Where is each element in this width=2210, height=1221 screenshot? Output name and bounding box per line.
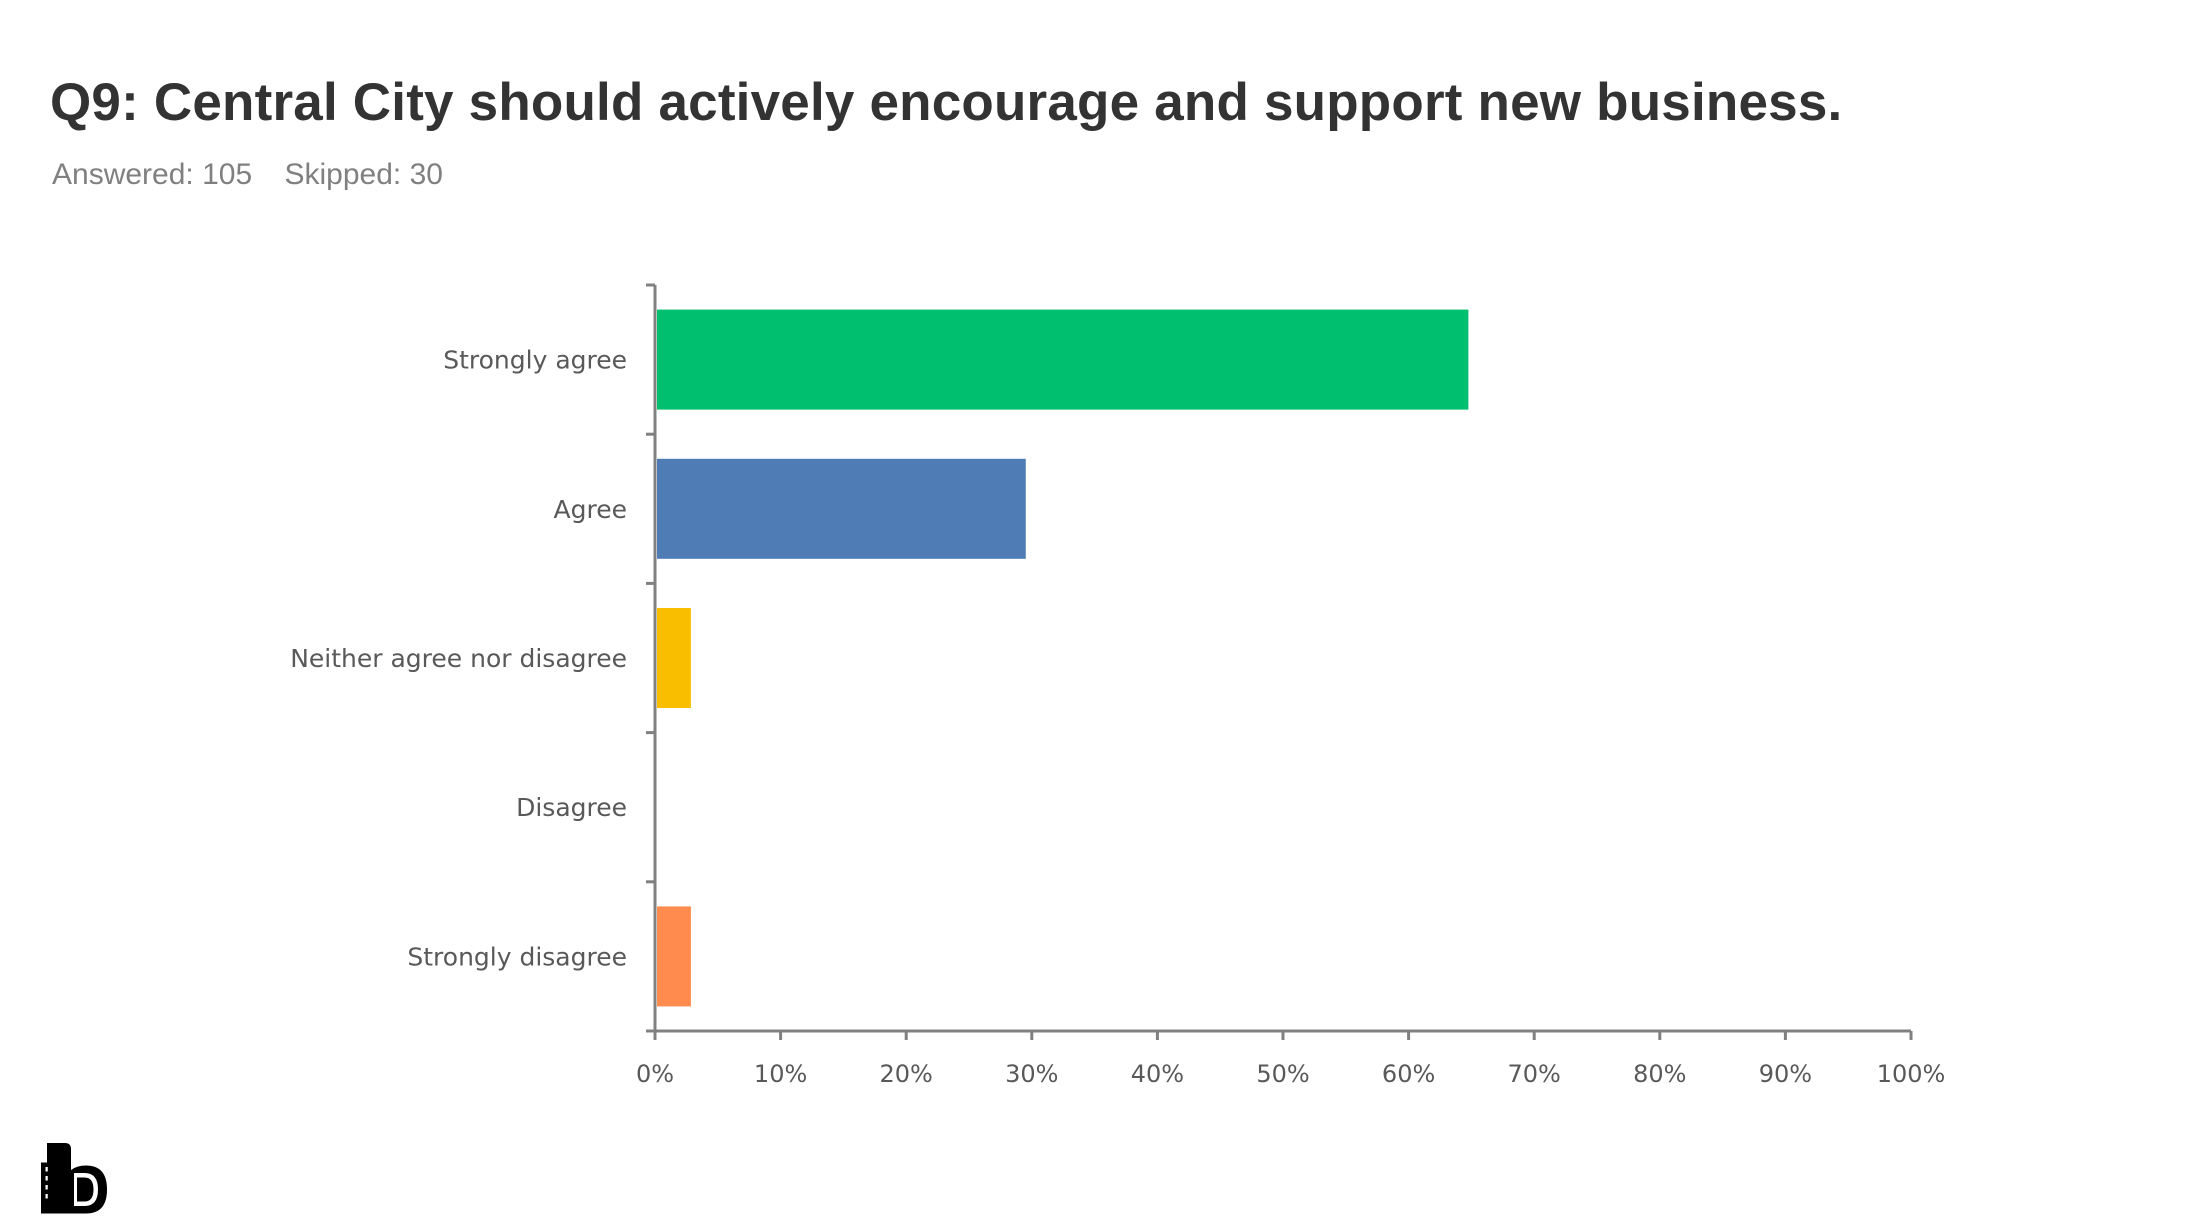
x-tick-label: 0%	[636, 1060, 674, 1088]
x-tick-label: 80%	[1633, 1060, 1686, 1088]
answered-count: Answered: 105	[52, 158, 253, 191]
company-logo	[41, 1143, 107, 1214]
x-tick-label: 70%	[1508, 1060, 1561, 1088]
x-tick-label: 100%	[1877, 1060, 1946, 1088]
x-tick-label: 50%	[1256, 1060, 1309, 1088]
category-label: Agree	[554, 495, 627, 524]
bar	[657, 906, 691, 1007]
x-tick-label: 60%	[1382, 1060, 1435, 1088]
x-tick-label: 90%	[1759, 1060, 1812, 1088]
x-tick-label: 30%	[1005, 1060, 1058, 1088]
bar	[657, 309, 1469, 410]
category-label: Neither agree nor disagree	[290, 644, 627, 673]
page-title: Q9: Central City should actively encoura…	[50, 73, 1843, 132]
category-label: Disagree	[516, 793, 627, 822]
response-stats: Answered: 105 Skipped: 30	[52, 158, 467, 192]
x-tick-label: 10%	[754, 1060, 807, 1088]
category-label: Strongly agree	[443, 346, 627, 375]
x-tick-label: 20%	[880, 1060, 933, 1088]
bar	[657, 608, 691, 708]
category-label: Strongly disagree	[407, 942, 627, 971]
skipped-count: Skipped: 30	[284, 158, 443, 191]
bar	[657, 458, 1026, 559]
x-tick-label: 40%	[1131, 1060, 1184, 1088]
